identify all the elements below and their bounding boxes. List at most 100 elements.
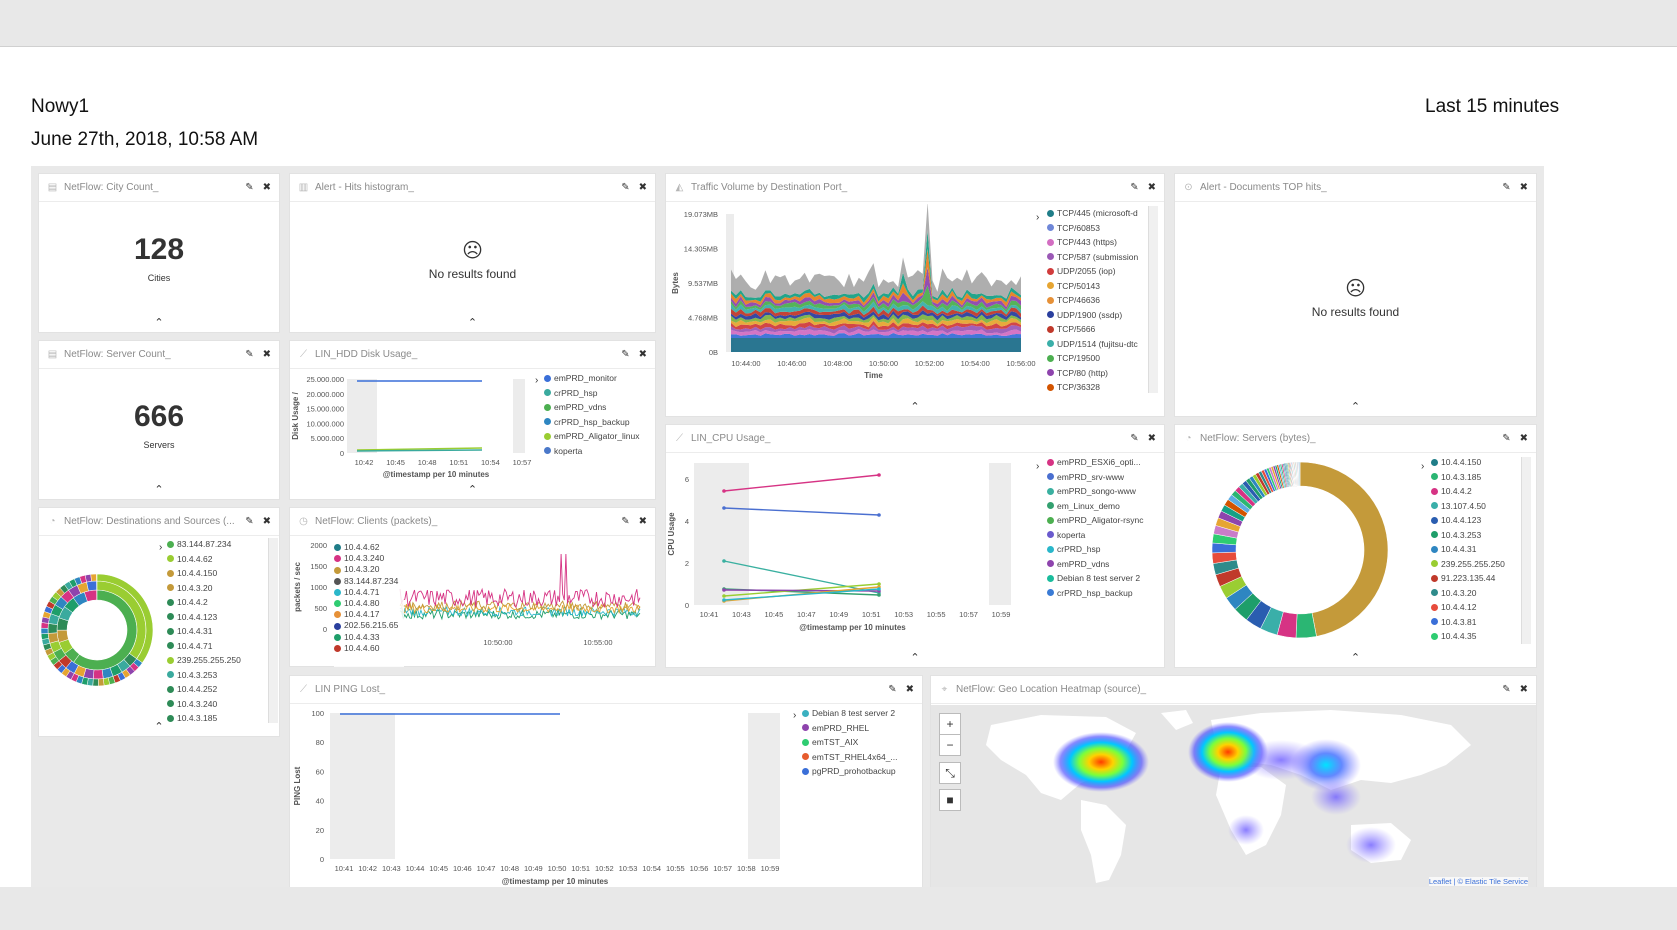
legend-item[interactable]: 239.255.255.250 bbox=[1431, 557, 1521, 572]
edit-icon[interactable]: ✎ bbox=[245, 349, 254, 360]
edit-icon[interactable]: ✎ bbox=[1502, 684, 1511, 695]
legend-item[interactable]: TCP/60853 bbox=[1047, 221, 1147, 236]
legend-item[interactable]: crPRD_hsp bbox=[1047, 542, 1162, 557]
legend-scrollbar[interactable] bbox=[268, 538, 278, 723]
legend-item[interactable]: emPRD_vdns bbox=[544, 400, 654, 415]
legend-item[interactable]: UDP/2055 (iop) bbox=[1047, 264, 1147, 279]
map-attribution[interactable]: Leaflet | © Elastic Tile Service bbox=[1428, 877, 1528, 886]
legend-item[interactable]: 91.223.135.44 bbox=[1431, 571, 1521, 586]
collapse-icon[interactable]: ⌃ bbox=[154, 721, 164, 733]
legend-item[interactable]: 202.56.215.65 bbox=[334, 620, 404, 631]
legend-item[interactable]: TCP/445 (microsoft-d bbox=[1047, 206, 1147, 221]
legend-item[interactable]: 83.144.87.234 bbox=[167, 537, 267, 552]
legend-item[interactable]: 10.4.4.71 bbox=[334, 587, 404, 598]
legend-toggle-icon[interactable]: › bbox=[159, 542, 163, 553]
draw-rectangle-icon[interactable]: ■ bbox=[939, 789, 961, 811]
legend-item[interactable]: 13.107.4.50 bbox=[1431, 499, 1521, 514]
legend-item[interactable]: emPRD_vdns bbox=[1047, 557, 1162, 572]
edit-icon[interactable]: ✎ bbox=[245, 516, 254, 527]
legend-toggle-icon[interactable]: › bbox=[1036, 212, 1040, 223]
close-icon[interactable]: ✖ bbox=[905, 684, 914, 695]
legend-item[interactable]: koperta bbox=[1047, 528, 1162, 543]
close-icon[interactable]: ✖ bbox=[1147, 433, 1156, 444]
legend-item[interactable]: 10.4.4.2 bbox=[167, 595, 267, 610]
legend-item[interactable]: TCP/5666 bbox=[1047, 322, 1147, 337]
legend-item[interactable]: 10.4.3.253 bbox=[1431, 528, 1521, 543]
legend-item[interactable]: Debian 8 test server 2 bbox=[802, 706, 922, 721]
legend-item[interactable]: crPRD_hsp_backup bbox=[1047, 586, 1162, 601]
legend-item[interactable]: 10.4.4.17 bbox=[334, 609, 404, 620]
legend-item[interactable]: 10.4.4.60 bbox=[334, 643, 404, 654]
legend-item[interactable]: 239.255.255.250 bbox=[167, 653, 267, 668]
edit-icon[interactable]: ✎ bbox=[245, 182, 254, 193]
zoom-in-button[interactable]: + bbox=[939, 713, 961, 735]
legend-item[interactable]: crPRD_hsp bbox=[544, 386, 654, 401]
legend-item[interactable]: 10.4.4.35 bbox=[1431, 629, 1521, 642]
edit-icon[interactable]: ✎ bbox=[621, 516, 630, 527]
legend-item[interactable]: 10.4.3.185 bbox=[167, 711, 267, 722]
close-icon[interactable]: ✖ bbox=[1147, 182, 1156, 193]
legend-item[interactable]: 10.4.3.240 bbox=[334, 553, 404, 564]
edit-icon[interactable]: ✎ bbox=[1502, 182, 1511, 193]
legend-item[interactable]: 10.4.4.12 bbox=[1431, 600, 1521, 615]
legend-item[interactable]: 10.4.4.150 bbox=[167, 566, 267, 581]
legend-toggle-icon[interactable]: › bbox=[793, 710, 797, 721]
legend-item[interactable]: koperta bbox=[544, 444, 654, 459]
legend-item[interactable]: emPRD_monitor bbox=[544, 371, 654, 386]
legend-item[interactable]: 10.4.4.150 bbox=[1431, 455, 1521, 470]
legend-item[interactable]: Debian 8 test server 2 bbox=[1047, 571, 1162, 586]
close-icon[interactable]: ✖ bbox=[1519, 182, 1528, 193]
legend-item[interactable]: TCP/50143 bbox=[1047, 279, 1147, 294]
legend-item[interactable]: 10.4.4.252 bbox=[167, 682, 267, 697]
legend-toggle-icon[interactable]: › bbox=[1036, 461, 1040, 472]
legend-item[interactable]: 10.4.4.80 bbox=[334, 598, 404, 609]
legend-item[interactable]: emPRD_Aligator_linux bbox=[544, 429, 654, 444]
close-icon[interactable]: ✖ bbox=[1519, 433, 1528, 444]
legend-scrollbar[interactable] bbox=[1148, 206, 1158, 393]
legend-item[interactable]: emPRD_ESXi6_opti... bbox=[1047, 455, 1162, 470]
collapse-icon[interactable]: ⌃ bbox=[467, 484, 478, 496]
legend-item[interactable]: emTST_AIX bbox=[802, 735, 922, 750]
collapse-icon[interactable]: ⌃ bbox=[1350, 652, 1361, 664]
legend-item[interactable]: TCP/46636 bbox=[1047, 293, 1147, 308]
fit-bounds-icon[interactable]: ⤡ bbox=[939, 762, 961, 784]
legend-item[interactable]: UDP/1514 (fujitsu-dtc bbox=[1047, 337, 1147, 352]
legend-item[interactable]: TCP/19500 bbox=[1047, 351, 1147, 366]
legend-item[interactable]: 10.4.3.20 bbox=[334, 564, 404, 575]
collapse-icon[interactable]: ⌃ bbox=[467, 317, 478, 329]
legend-item[interactable]: TCP/443 (https) bbox=[1047, 235, 1147, 250]
legend-item[interactable]: 10.4.4.31 bbox=[167, 624, 267, 639]
close-icon[interactable]: ✖ bbox=[262, 182, 271, 193]
edit-icon[interactable]: ✎ bbox=[1130, 433, 1139, 444]
collapse-icon[interactable]: ⌃ bbox=[910, 401, 920, 413]
legend-item[interactable]: emPRD_srv-www bbox=[1047, 470, 1162, 485]
collapse-icon[interactable]: ⌃ bbox=[910, 652, 920, 664]
legend-item[interactable]: TCP/36328 bbox=[1047, 380, 1147, 393]
edit-icon[interactable]: ✎ bbox=[621, 182, 630, 193]
edit-icon[interactable]: ✎ bbox=[1502, 433, 1511, 444]
legend-item[interactable]: TCP/80 (http) bbox=[1047, 366, 1147, 381]
legend-scrollbar[interactable] bbox=[1521, 457, 1531, 644]
close-icon[interactable]: ✖ bbox=[262, 516, 271, 527]
world-map[interactable] bbox=[931, 705, 1536, 888]
legend-item[interactable]: 10.4.4.123 bbox=[167, 610, 267, 625]
legend-item[interactable]: emPRD_RHEL bbox=[802, 721, 922, 736]
legend-item[interactable]: 10.4.3.253 bbox=[167, 668, 267, 683]
legend-item[interactable]: em_Linux_demo bbox=[1047, 499, 1162, 514]
legend-item[interactable]: 10.4.4.31 bbox=[1431, 542, 1521, 557]
legend-item[interactable]: 83.144.87.234 bbox=[334, 576, 404, 587]
legend-item[interactable]: 10.4.3.185 bbox=[1431, 470, 1521, 485]
close-icon[interactable]: ✖ bbox=[638, 516, 647, 527]
close-icon[interactable]: ✖ bbox=[262, 349, 271, 360]
time-range[interactable]: Last 15 minutes bbox=[1425, 96, 1560, 117]
legend-item[interactable]: 10.4.4.33 bbox=[334, 632, 404, 643]
legend-item[interactable]: 10.4.4.123 bbox=[1431, 513, 1521, 528]
legend-toggle-icon[interactable]: › bbox=[1421, 461, 1425, 472]
edit-icon[interactable]: ✎ bbox=[621, 349, 630, 360]
zoom-out-button[interactable]: − bbox=[939, 734, 961, 756]
legend-item[interactable]: 10.4.4.62 bbox=[334, 542, 404, 553]
legend-item[interactable]: 10.4.3.20 bbox=[1431, 586, 1521, 601]
legend-toggle-icon[interactable]: › bbox=[535, 375, 539, 386]
legend-item[interactable]: emPRD_songo-www bbox=[1047, 484, 1162, 499]
legend-item[interactable]: 10.4.3.240 bbox=[167, 697, 267, 712]
